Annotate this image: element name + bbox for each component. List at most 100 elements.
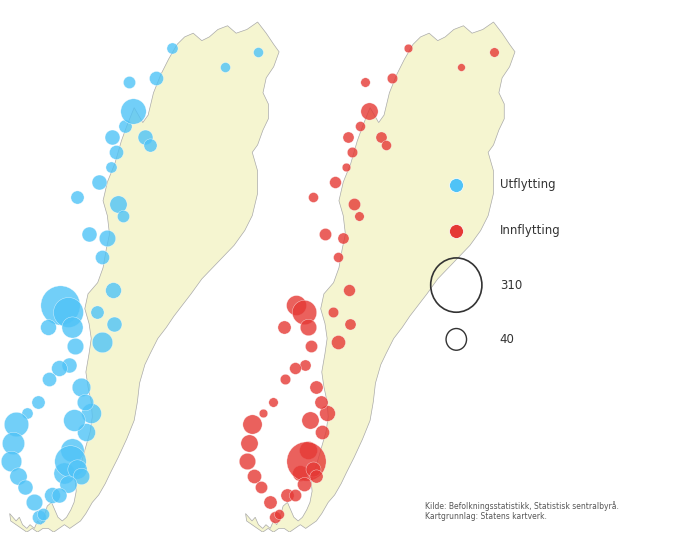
Point — [91, 308, 102, 317]
Point — [265, 498, 276, 507]
Point — [29, 498, 40, 507]
Point — [311, 383, 321, 392]
Point — [54, 490, 65, 499]
Point — [402, 44, 413, 53]
Point — [249, 472, 259, 481]
Point — [62, 308, 73, 317]
Point — [11, 420, 22, 428]
Point — [342, 133, 353, 142]
Point — [274, 509, 284, 518]
Point — [295, 468, 306, 477]
Point — [330, 178, 340, 186]
Point — [269, 513, 280, 522]
Text: Kilde: Befolkningsstatistikk, Statistisk sentralbyrå.
Kartgrunnlag: Statens kart: Kilde: Befolkningsstatistikk, Statistisk… — [425, 501, 619, 521]
Point — [280, 375, 290, 384]
Point — [105, 163, 116, 172]
Point — [84, 230, 94, 238]
Point — [346, 148, 357, 157]
Point — [13, 472, 24, 481]
Point — [69, 342, 80, 350]
Point — [319, 230, 330, 238]
Point — [290, 490, 301, 499]
Point — [113, 200, 123, 209]
Point — [279, 323, 290, 332]
Point — [44, 375, 55, 384]
Point — [298, 308, 309, 317]
Point — [305, 342, 316, 350]
Point — [166, 44, 177, 53]
Point — [303, 323, 313, 332]
Point — [220, 62, 231, 71]
Point — [255, 483, 266, 492]
Point — [107, 286, 118, 294]
Text: 310: 310 — [500, 279, 522, 292]
Point — [308, 464, 319, 473]
Point — [354, 211, 365, 220]
Polygon shape — [245, 22, 515, 532]
Point — [46, 490, 57, 499]
Point — [303, 446, 313, 454]
Point — [20, 483, 30, 492]
Point — [72, 464, 83, 473]
Point — [118, 211, 129, 220]
Point — [22, 409, 32, 418]
Point — [268, 397, 279, 406]
Point — [315, 397, 326, 406]
Polygon shape — [9, 22, 279, 532]
Point — [43, 323, 54, 332]
Point — [94, 178, 104, 186]
Point — [252, 47, 263, 56]
Point — [343, 286, 354, 294]
Point — [298, 479, 309, 488]
Point — [488, 47, 499, 56]
Point — [69, 416, 80, 425]
Point — [375, 133, 386, 142]
Point — [332, 338, 343, 346]
Point — [80, 427, 91, 436]
Point — [321, 409, 332, 418]
Point — [386, 73, 397, 82]
Point — [451, 180, 462, 189]
Point — [301, 457, 311, 466]
Point — [67, 446, 78, 454]
Point — [102, 233, 113, 242]
Point — [363, 107, 374, 116]
Text: Utflytting: Utflytting — [500, 178, 555, 191]
Point — [140, 133, 150, 142]
Point — [308, 193, 319, 201]
Point — [451, 226, 462, 235]
Text: 40: 40 — [500, 333, 515, 346]
Point — [150, 73, 161, 82]
Point — [55, 301, 65, 310]
Point — [111, 148, 121, 157]
Point — [7, 438, 18, 447]
Point — [327, 308, 338, 317]
Point — [109, 319, 119, 328]
Point — [106, 133, 117, 142]
Point — [241, 457, 252, 466]
Point — [33, 513, 44, 522]
Point — [96, 338, 107, 346]
Point — [75, 472, 86, 481]
Point — [86, 409, 96, 418]
Point — [127, 107, 138, 116]
Point — [247, 420, 257, 428]
Point — [67, 323, 78, 332]
Point — [145, 141, 156, 149]
Point — [32, 397, 43, 406]
Point — [243, 438, 254, 447]
Point — [96, 252, 107, 261]
Text: Innflytting: Innflytting — [500, 224, 561, 237]
Point — [290, 301, 301, 310]
Point — [344, 319, 355, 328]
Point — [316, 427, 327, 436]
Point — [257, 409, 268, 418]
Point — [282, 490, 293, 499]
Point — [38, 509, 49, 518]
Point — [305, 416, 315, 425]
Point — [311, 472, 321, 481]
Point — [75, 383, 86, 392]
Point — [63, 360, 74, 369]
Point — [123, 77, 134, 86]
Point — [381, 141, 392, 149]
